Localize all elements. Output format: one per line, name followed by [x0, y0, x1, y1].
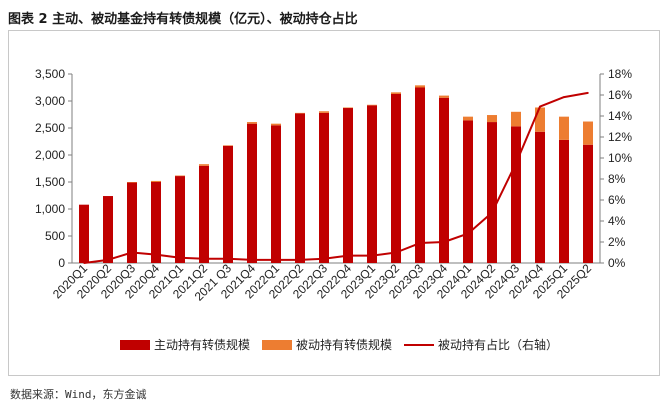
- bar-passive: [463, 116, 473, 121]
- legend: 主动持有转债规模 被动持有转债规模 被动持有占比（右轴）: [120, 337, 558, 352]
- bar-active: [127, 182, 137, 263]
- bar-active: [391, 93, 401, 263]
- y-left-tick-label: 1,500: [35, 175, 65, 189]
- y-left-tick-label: 0: [58, 256, 65, 270]
- line-point: [107, 259, 109, 261]
- legend-label: 被动持有占比（右轴）: [438, 337, 558, 352]
- source-note: 数据来源：Wind，东方金诚: [10, 388, 147, 401]
- y-left-tick-label: 2,000: [35, 148, 65, 162]
- line-passive-share: [83, 91, 589, 264]
- line-point: [419, 242, 421, 244]
- legend-label: 主动持有转债规模: [154, 337, 250, 352]
- line-point: [179, 256, 181, 259]
- y-left-tick-label: 500: [45, 229, 65, 243]
- bar-active: [415, 87, 425, 263]
- bar-passive: [175, 175, 185, 177]
- bar-passive: [199, 164, 209, 166]
- line-point: [155, 253, 157, 256]
- bar-active: [439, 97, 449, 263]
- bar-active: [367, 105, 377, 263]
- bar-active: [103, 196, 113, 263]
- bar-active: [295, 113, 305, 263]
- axes: [68, 73, 604, 264]
- bar-passive: [535, 107, 545, 132]
- line-point: [251, 259, 253, 261]
- line-point: [371, 254, 373, 257]
- y-left-tick-label: 3,500: [35, 67, 65, 81]
- y-right-tick-label: 0%: [608, 256, 626, 270]
- bar-active: [199, 165, 209, 263]
- y-right-tick-label: 10%: [608, 151, 632, 165]
- bar-passive: [271, 123, 281, 126]
- bar-active: [511, 126, 521, 263]
- y-right-tick-label: 14%: [608, 109, 632, 123]
- bar-passive: [127, 182, 137, 183]
- bar-passive: [511, 111, 521, 127]
- line-point: [83, 262, 85, 264]
- line-point: [467, 232, 469, 235]
- y-right-tick-label: 8%: [608, 172, 626, 186]
- bar-active: [271, 125, 281, 263]
- legend-swatch: [262, 340, 292, 350]
- line-point: [563, 96, 565, 98]
- line-point: [203, 258, 205, 260]
- bar-passive: [583, 121, 593, 145]
- line-point: [275, 259, 277, 261]
- bar-passive: [223, 145, 233, 146]
- bar-active: [247, 123, 257, 264]
- bar-passive: [487, 115, 497, 123]
- bar-passive: [367, 104, 377, 106]
- y-right-tick-label: 16%: [608, 88, 632, 102]
- line-point: [227, 258, 229, 260]
- bar-passive: [319, 111, 329, 113]
- bar-active: [223, 145, 233, 263]
- line-point: [395, 251, 397, 254]
- bar-active: [487, 122, 497, 263]
- legend-swatch: [120, 340, 150, 350]
- bar-active: [79, 204, 89, 263]
- bars: [79, 85, 593, 264]
- line-point: [587, 92, 589, 94]
- line-series: [83, 91, 589, 264]
- line-point: [347, 254, 349, 257]
- line-point: [131, 251, 133, 254]
- bar-passive: [439, 95, 449, 98]
- y-right-tick-label: 18%: [608, 67, 632, 81]
- bar-active: [151, 182, 161, 263]
- y-left-tick-label: 2,500: [35, 121, 65, 135]
- y-right-tick-label: 6%: [608, 193, 626, 207]
- bar-active: [319, 112, 329, 263]
- line-point: [323, 258, 325, 260]
- line-point: [515, 162, 517, 165]
- line-point: [491, 211, 493, 214]
- bar-passive: [295, 112, 305, 114]
- bar-passive: [391, 92, 401, 94]
- bar-active: [559, 139, 569, 263]
- bar-passive: [343, 107, 353, 109]
- y-right-tick-label: 2%: [608, 235, 626, 249]
- line-point: [443, 241, 445, 243]
- line-point: [299, 259, 301, 261]
- bar-active: [535, 131, 545, 263]
- y-right-tick-label: 4%: [608, 214, 626, 228]
- bar-passive: [559, 116, 569, 140]
- y-right-tick-label: 12%: [608, 130, 632, 144]
- y-left-tick-label: 3,000: [35, 94, 65, 108]
- chart-frame: [8, 30, 660, 376]
- legend-label: 被动持有转债规模: [296, 337, 392, 352]
- bar-active: [583, 144, 593, 263]
- bar-passive: [247, 122, 257, 124]
- bar-passive: [151, 180, 161, 182]
- bar-active: [175, 176, 185, 263]
- bar-passive: [415, 85, 425, 88]
- line-point: [539, 105, 541, 108]
- chart-title: 图表 2 主动、被动基金持有转债规模（亿元）、被动持仓占比: [8, 12, 358, 27]
- y-left-tick-label: 1,000: [35, 202, 65, 216]
- bar-active: [463, 120, 473, 263]
- bar-active: [343, 108, 353, 264]
